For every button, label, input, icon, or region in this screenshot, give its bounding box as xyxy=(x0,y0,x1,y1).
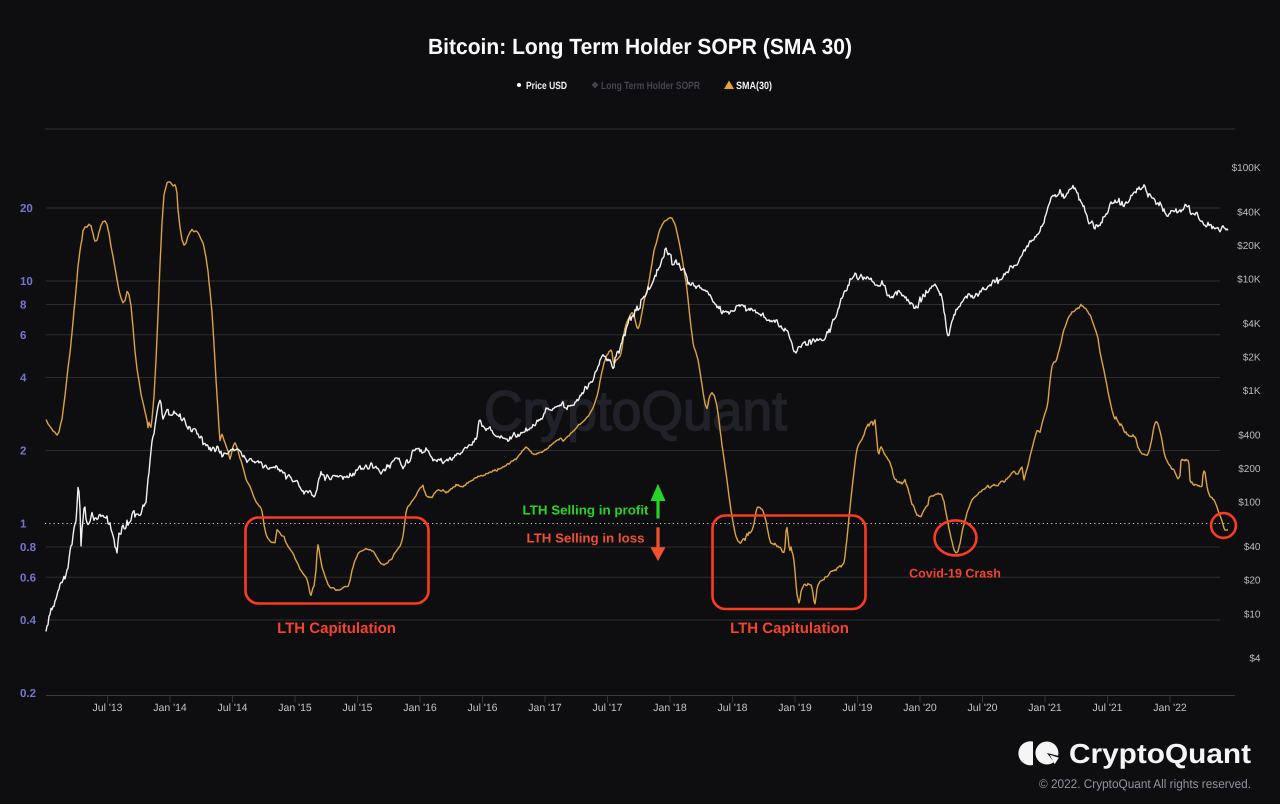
svg-text:Jan '15: Jan '15 xyxy=(278,702,312,714)
svg-text:© 2022. CryptoQuant All rights: © 2022. CryptoQuant All rights reserved. xyxy=(1039,777,1251,791)
svg-text:$10: $10 xyxy=(1244,609,1261,620)
svg-text:CryptoQuant: CryptoQuant xyxy=(484,379,787,442)
svg-text:$100: $100 xyxy=(1238,498,1261,509)
svg-text:Jan '16: Jan '16 xyxy=(403,702,437,714)
svg-text:Jul '20: Jul '20 xyxy=(967,702,997,714)
svg-text:1: 1 xyxy=(20,519,27,531)
svg-text:LTH Capitulation: LTH Capitulation xyxy=(730,620,849,637)
svg-text:Jul '18: Jul '18 xyxy=(717,702,747,714)
svg-text:Jul '16: Jul '16 xyxy=(467,702,497,714)
svg-text:Jan '20: Jan '20 xyxy=(903,702,937,714)
svg-text:0.2: 0.2 xyxy=(20,688,36,700)
svg-text:Jan '17: Jan '17 xyxy=(528,702,562,714)
svg-text:Covid-19 Crash: Covid-19 Crash xyxy=(909,567,1001,581)
svg-text:Jul '14: Jul '14 xyxy=(217,702,247,714)
svg-text:$4: $4 xyxy=(1249,654,1261,665)
svg-text:$2K: $2K xyxy=(1243,353,1261,364)
svg-text:6: 6 xyxy=(20,330,26,342)
svg-text:0.8: 0.8 xyxy=(20,542,37,554)
svg-text:$4K: $4K xyxy=(1243,319,1261,330)
svg-text:Price USD: Price USD xyxy=(526,80,567,92)
svg-text:0.4: 0.4 xyxy=(20,615,37,627)
svg-text:20: 20 xyxy=(20,203,33,215)
svg-text:Jan '18: Jan '18 xyxy=(653,702,687,714)
svg-text:Jan '22: Jan '22 xyxy=(1153,702,1187,714)
svg-text:Bitcoin: Long Term Holder SOPR: Bitcoin: Long Term Holder SOPR (SMA 30) xyxy=(428,34,852,59)
svg-text:$20: $20 xyxy=(1244,576,1261,587)
svg-text:$40: $40 xyxy=(1244,542,1261,553)
svg-text:8: 8 xyxy=(20,300,27,312)
svg-text:LTH Selling in profit: LTH Selling in profit xyxy=(523,503,650,518)
svg-text:Jan '19: Jan '19 xyxy=(778,702,812,714)
svg-text:$40K: $40K xyxy=(1237,207,1261,218)
svg-text:LTH Capitulation: LTH Capitulation xyxy=(277,620,396,637)
svg-text:$200: $200 xyxy=(1238,464,1261,475)
svg-text:0.6: 0.6 xyxy=(20,572,36,584)
svg-text:$1K: $1K xyxy=(1243,386,1261,397)
svg-text:CryptoQuant: CryptoQuant xyxy=(1069,738,1251,769)
svg-text:Jul '17: Jul '17 xyxy=(592,702,622,714)
svg-text:$10K: $10K xyxy=(1237,275,1261,286)
svg-text:SMA(30): SMA(30) xyxy=(736,80,772,92)
svg-text:LTH Selling in loss: LTH Selling in loss xyxy=(527,531,645,546)
svg-text:Jul '15: Jul '15 xyxy=(342,702,372,714)
svg-text:Jul '19: Jul '19 xyxy=(842,702,872,714)
svg-text:Jan '14: Jan '14 xyxy=(153,702,187,714)
svg-text:10: 10 xyxy=(20,276,33,288)
svg-text:Jul '13: Jul '13 xyxy=(92,702,122,714)
svg-text:Jan '21: Jan '21 xyxy=(1028,702,1062,714)
svg-text:$20K: $20K xyxy=(1237,241,1261,252)
svg-text:2: 2 xyxy=(20,446,26,458)
svg-text:$400: $400 xyxy=(1238,431,1261,442)
svg-text:$100K: $100K xyxy=(1232,163,1261,174)
svg-text:Long Term Holder SOPR: Long Term Holder SOPR xyxy=(601,80,700,92)
svg-text:4: 4 xyxy=(20,373,27,385)
svg-text:Jul '21: Jul '21 xyxy=(1092,702,1122,714)
